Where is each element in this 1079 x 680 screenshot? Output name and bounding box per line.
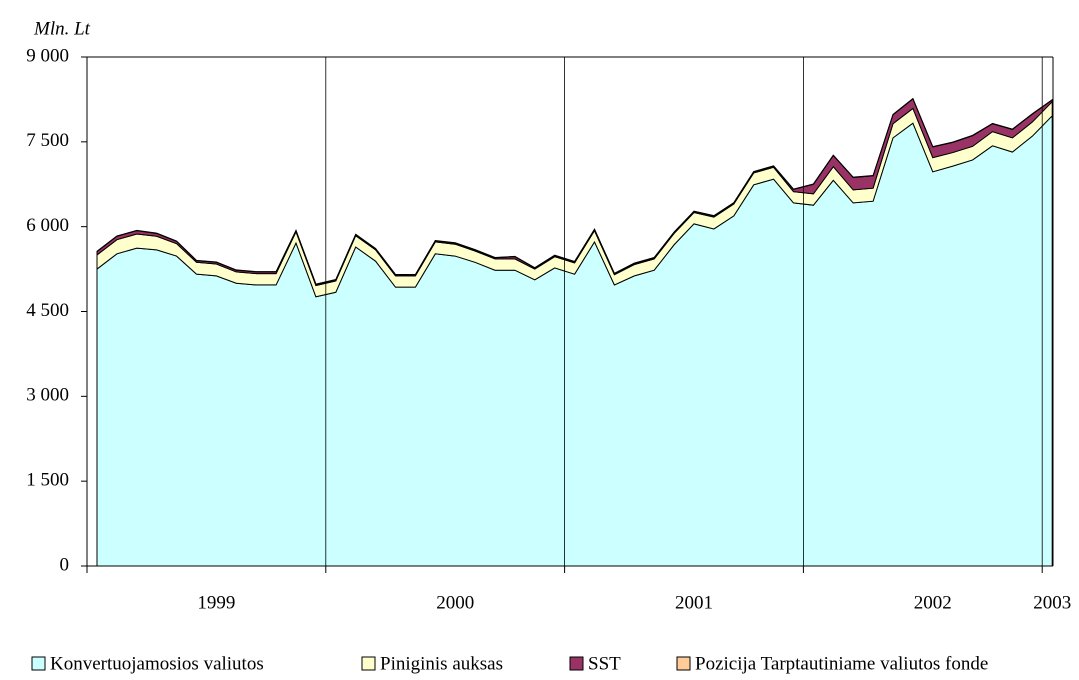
legend-swatch bbox=[31, 656, 46, 671]
y-tick-label: 4 500 bbox=[26, 300, 69, 321]
area bbox=[96, 97, 1053, 285]
x-tick-label: 2003 bbox=[1033, 592, 1071, 613]
legend-swatch bbox=[361, 656, 376, 671]
legend-label: Konvertuojamosios valiutos bbox=[50, 653, 264, 674]
x-tick-label: 1999 bbox=[197, 592, 235, 613]
area bbox=[96, 114, 1053, 567]
legend-label: Pozicija Tarptautiniame valiutos fonde bbox=[695, 653, 988, 674]
y-tick-label: 9 000 bbox=[26, 45, 69, 66]
x-tick-label: 2001 bbox=[675, 592, 713, 613]
y-tick-label: 7 500 bbox=[26, 130, 69, 151]
legend-label: SST bbox=[588, 653, 621, 674]
legend-label: Piniginis auksas bbox=[380, 653, 503, 674]
y-axis-label: Mln. Lt bbox=[33, 18, 91, 39]
legend-swatch bbox=[569, 656, 584, 671]
x-tick-label: 2000 bbox=[436, 592, 474, 613]
y-tick-label: 1 500 bbox=[26, 470, 69, 491]
legend-swatch bbox=[676, 656, 691, 671]
x-tick-label: 2002 bbox=[914, 592, 952, 613]
y-tick-label: 6 000 bbox=[26, 215, 69, 236]
y-tick-label: 3 000 bbox=[26, 385, 69, 406]
y-tick-label: 0 bbox=[60, 554, 70, 575]
